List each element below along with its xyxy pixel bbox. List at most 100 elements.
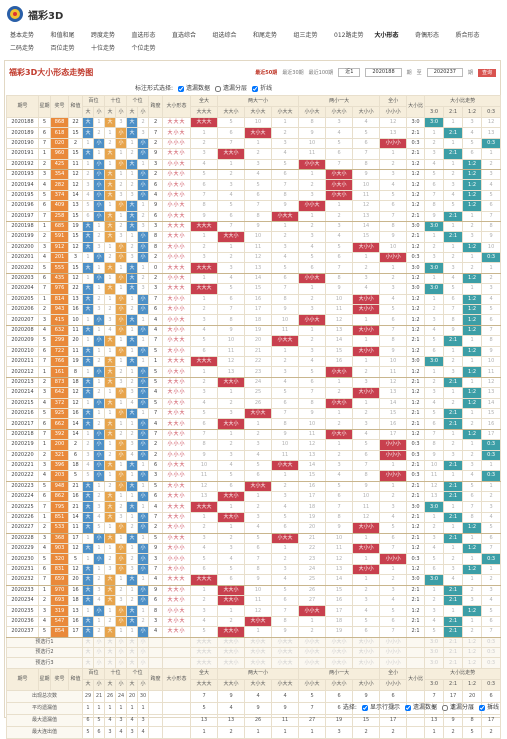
ratio-trend: 4 xyxy=(443,189,464,202)
nav-link[interactable]: 基本走势 xyxy=(10,32,35,39)
nav-link[interactable]: 二码走势 xyxy=(10,45,35,52)
nav-link[interactable]: 直选形态 xyxy=(131,32,156,39)
position-cell: 大 xyxy=(126,501,139,513)
shape-omission: 7 xyxy=(190,189,219,202)
nav-link[interactable]: 大小形态 xyxy=(374,32,399,39)
position-cell: 1 xyxy=(104,345,117,358)
ratio-trend: 1:2 xyxy=(462,563,483,576)
shape-omission: 5 xyxy=(271,387,300,399)
checkbox[interactable] xyxy=(478,704,485,711)
issue: 2020196 xyxy=(6,200,39,212)
header-cell: 大小小 xyxy=(352,678,381,691)
position-cell: 2 xyxy=(126,522,139,534)
option[interactable]: 遗漏分层 xyxy=(215,83,247,92)
period-link[interactable]: 最近50期 xyxy=(255,70,278,76)
ratio-trend: 2 xyxy=(424,241,445,254)
issue: 2020237 xyxy=(6,626,39,638)
checkbox[interactable] xyxy=(215,85,222,92)
draw-number: 354 xyxy=(50,168,69,181)
checkbox[interactable] xyxy=(404,704,411,711)
stats-label: 最大连出值 xyxy=(6,725,83,739)
nav-link[interactable]: 跨度走势 xyxy=(91,32,116,39)
position-cell: 1 xyxy=(82,366,94,378)
shape-omission: 2 xyxy=(325,418,354,430)
header-cell: 大小形态 xyxy=(162,95,192,118)
shape-omission: 1 xyxy=(352,355,381,368)
position-cell: 小 xyxy=(137,511,150,524)
ratio-trend: 15 xyxy=(481,407,502,420)
nav-link[interactable]: 质合形态 xyxy=(455,32,480,39)
to-input[interactable]: 2020237 xyxy=(426,68,463,77)
position-cell: 2 xyxy=(137,210,150,222)
checkbox[interactable] xyxy=(441,704,448,711)
shape-omission: 6 xyxy=(217,127,246,139)
shape-omission: 8 xyxy=(271,189,300,202)
checkbox[interactable] xyxy=(361,704,368,711)
nav-link[interactable]: 个位走势 xyxy=(131,45,156,52)
option[interactable]: 遗漏数据 xyxy=(404,702,437,711)
ratio-trend: 2 xyxy=(443,553,464,565)
ratio: 2:1 xyxy=(406,418,426,430)
nav-link[interactable]: 和值和尾 xyxy=(50,32,75,39)
option[interactable]: 遗漏数据 xyxy=(178,83,210,92)
nav-link[interactable]: 直选综合 xyxy=(172,32,197,39)
nav-link[interactable]: 组三走势 xyxy=(293,32,318,39)
position-cell: 6 xyxy=(82,210,94,222)
shape-omission: 2 xyxy=(244,148,273,160)
span: 3 xyxy=(148,615,164,628)
nav-link[interactable]: 组选综合 xyxy=(212,32,237,39)
position-cell: 3 xyxy=(92,241,106,254)
shape-omission: 14 xyxy=(352,220,381,233)
nav-row: 基本走势 和值和尾 跨度走势 直选形态 直选综合 组选综合 和尾走势 组三走势 012路走势 大小… xyxy=(10,28,500,41)
ratio-trend: 1 xyxy=(443,428,464,441)
data-row: 2020203 6 435 12 1 小 1 小大 2 2 小小大 1 4 14 6 小小大 8 3 2 1:2 1 4 1… xyxy=(6,272,502,285)
shape-omission: 11 xyxy=(379,366,408,378)
sum: 11 xyxy=(68,158,83,170)
ratio-trend: 3 xyxy=(424,314,445,326)
ratio-trend: 6 xyxy=(481,615,502,628)
period-link[interactable]: 最近100期 xyxy=(308,70,334,76)
draw-number: 299 xyxy=(50,335,69,347)
issue: 2020210 xyxy=(6,345,39,358)
option[interactable]: 显示行提示 xyxy=(361,702,400,711)
nav-link[interactable]: 十位走势 xyxy=(91,45,116,52)
position-cell: 2 xyxy=(104,304,117,316)
ratio-trend: 2 xyxy=(462,220,483,233)
period-select[interactable]: 近1 xyxy=(338,68,361,77)
week: 4 xyxy=(38,252,51,264)
ratio-trend: 5 xyxy=(443,283,464,295)
from-input[interactable]: 2020188 xyxy=(365,68,402,77)
ratio-trend: 5 xyxy=(481,522,502,534)
query-button[interactable]: 查询 xyxy=(477,68,496,77)
preselect-cell: 大小大 xyxy=(244,646,273,659)
checkbox[interactable] xyxy=(178,85,185,92)
option[interactable]: 折线 xyxy=(252,83,272,92)
position-cell: 大 xyxy=(82,148,94,160)
position-cell: 2 xyxy=(126,594,139,607)
header-cell: 期号 xyxy=(6,667,39,691)
shape-omission: 7 xyxy=(379,626,408,638)
nav-link[interactable]: 和尾走势 xyxy=(253,32,278,39)
position-cell: 1 xyxy=(104,241,117,254)
checkbox[interactable] xyxy=(252,85,259,92)
sum: 19 xyxy=(68,355,83,368)
shape-omission: 3 xyxy=(352,376,381,389)
ratio-trend: 7 xyxy=(462,501,483,513)
week: 6 xyxy=(38,345,51,358)
span: 2 xyxy=(148,439,164,451)
week: 4 xyxy=(38,179,51,191)
position-cell: 大 xyxy=(126,272,139,285)
shape-omission: 3 xyxy=(298,231,327,243)
nav-link[interactable]: 奇偶形态 xyxy=(415,32,440,39)
shape-omission: 3 xyxy=(217,179,246,191)
nav-link[interactable]: 012路走势 xyxy=(334,32,364,39)
option[interactable]: 遗漏分层 xyxy=(441,702,474,711)
ratio-trend: 5 xyxy=(424,335,445,347)
nav-link[interactable]: 百位走势 xyxy=(50,45,75,52)
option[interactable]: 折线 xyxy=(478,702,499,711)
stats-row: 最大连出值 5 6 3 4 3 4 1 2 1 1 1 3 2 2 1 2 5 2 xyxy=(6,725,502,739)
stats-value: 20 xyxy=(462,689,483,703)
period-link[interactable]: 最近30期 xyxy=(282,70,304,76)
position-cell: 大 xyxy=(82,387,94,399)
sum: 19 xyxy=(68,220,83,233)
